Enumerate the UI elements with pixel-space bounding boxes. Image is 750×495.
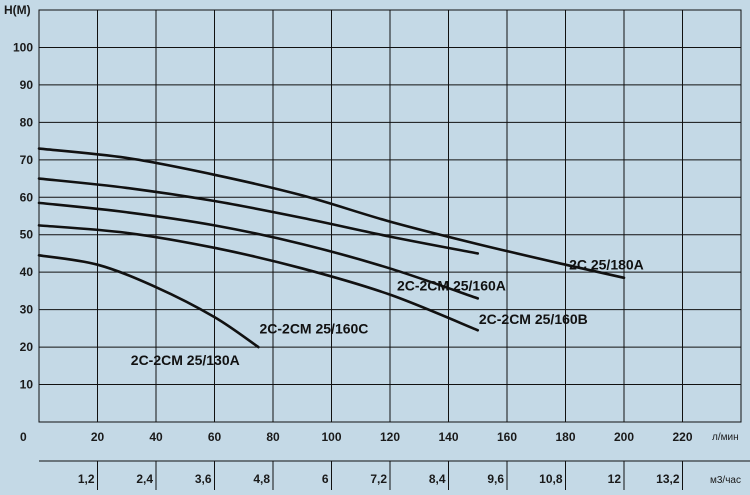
y-tick-label: 10 [20,378,34,392]
x2-axis-unit: м3/час [710,475,741,486]
y-tick-label: 40 [20,265,34,279]
y-tick-label: 70 [20,153,34,167]
y-tick-label: 30 [20,303,34,317]
series-label: 2C 25/180A [569,257,644,273]
x-tick-label: 220 [672,430,692,444]
x2-tick-label: 8,4 [429,472,446,486]
curves: 2C 25/180A 2C-2CM 25/160A 2C-2CM 25/160B 2C… [37,147,644,368]
series-line [37,224,480,332]
x-tick-label: 200 [614,430,634,444]
y-tick-label: 60 [20,190,34,204]
y-tick-label: 20 [20,340,34,354]
origin-label: 0 [20,430,27,444]
series-line [37,147,626,280]
x-tick-label: 40 [149,430,163,444]
x2-tick-label: 10,8 [539,472,563,486]
series-label: 2C-2CM 25/160C [259,320,368,336]
x2-tick-label: 2,4 [136,472,153,486]
x-tick-label: 20 [91,430,105,444]
series-label: 2C-2CM 25/160B [479,311,588,327]
x2-tick-label: 3,6 [195,472,212,486]
grid [38,9,750,490]
x-tick-label: 160 [497,430,517,444]
x2-tick-label: 1,2 [78,472,95,486]
x2-tick-label: 12 [608,472,622,486]
x2-tick-label: 4,8 [253,472,270,486]
x-tick-label: 120 [380,430,400,444]
y-tick-label: 100 [13,40,33,54]
x2-tick-label: 13,2 [656,472,680,486]
series-line [37,254,260,349]
x-tick-label: 80 [266,430,280,444]
x2-tick-label: 6 [322,472,329,486]
x-tick-label: 60 [208,430,222,444]
y-tick-label: 80 [20,115,34,129]
series-line [37,201,480,300]
x-tick-label: 100 [321,430,341,444]
x2-tick-label: 9,6 [487,472,504,486]
y-tick-label: 90 [20,78,34,92]
y-axis-label: H(M) [4,3,31,17]
series-label: 2C-2CM 25/130A [131,352,240,368]
x-tick-label: 140 [438,430,458,444]
x-tick-label: 180 [555,430,575,444]
x2-tick-label: 7,2 [370,472,387,486]
x-axis-unit: л/мин [712,432,739,443]
series-line [37,177,480,255]
y-tick-label: 50 [20,228,34,242]
series-label: 2C-2CM 25/160A [397,277,506,293]
